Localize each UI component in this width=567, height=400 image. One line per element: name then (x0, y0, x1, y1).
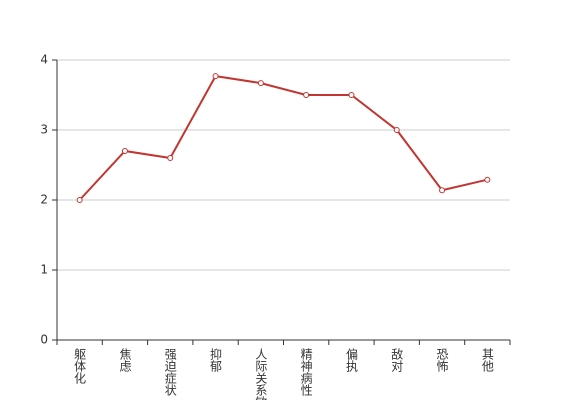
point (303, 92, 310, 98)
y-tick-label: 2 (40, 193, 48, 207)
point (212, 73, 219, 80)
point (393, 127, 400, 133)
point (439, 187, 446, 194)
x-tick-label: 焦虑 (118, 348, 132, 372)
x-tick-label: 人际关系敏感 (254, 348, 268, 400)
x-tick-label: 抑郁 (209, 347, 223, 373)
point (257, 80, 264, 87)
line (78, 75, 488, 201)
x-tick-label: 躯体化 (73, 347, 87, 385)
y-tick-label: 1 (40, 263, 48, 277)
x-tick-label: 偏执 (344, 347, 358, 373)
y-tick-label: 4 (40, 53, 48, 67)
point (167, 155, 174, 161)
y-tick-label: 3 (40, 123, 48, 137)
x-tick-label: 恐怖 (435, 348, 449, 372)
x-tick-label: 敌对 (390, 347, 404, 372)
x-tick-label: 其他 (480, 348, 494, 372)
point (121, 148, 128, 154)
x-tick-label: 强迫症状 (163, 348, 177, 396)
point (348, 92, 355, 98)
point (76, 197, 83, 203)
x-tick-label: 精神病性 (299, 348, 313, 397)
y-tick-label: 0 (40, 333, 48, 347)
point (484, 176, 491, 183)
